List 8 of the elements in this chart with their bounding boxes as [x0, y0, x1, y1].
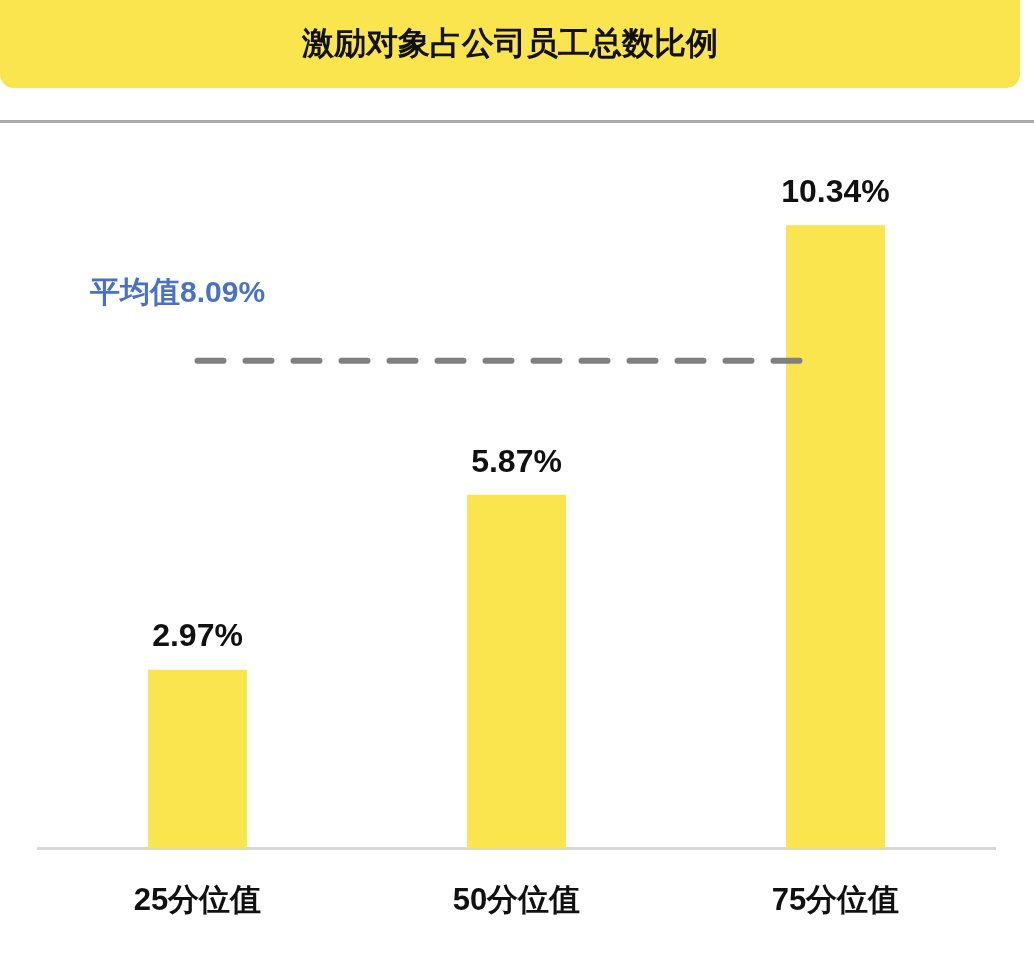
ref-line-label: 平均值8.09%	[89, 275, 266, 309]
x-tick-label: 75分位值	[771, 881, 900, 917]
x-tick-label: 25分位值	[133, 881, 262, 917]
chart-title: 激励对象占公司员工总数比例	[0, 0, 1020, 88]
data-label: 10.34%	[781, 172, 890, 209]
x-tick-label: 50分位值	[452, 881, 581, 917]
data-label: 2.97%	[152, 617, 243, 654]
data-label: 5.87%	[471, 442, 562, 479]
